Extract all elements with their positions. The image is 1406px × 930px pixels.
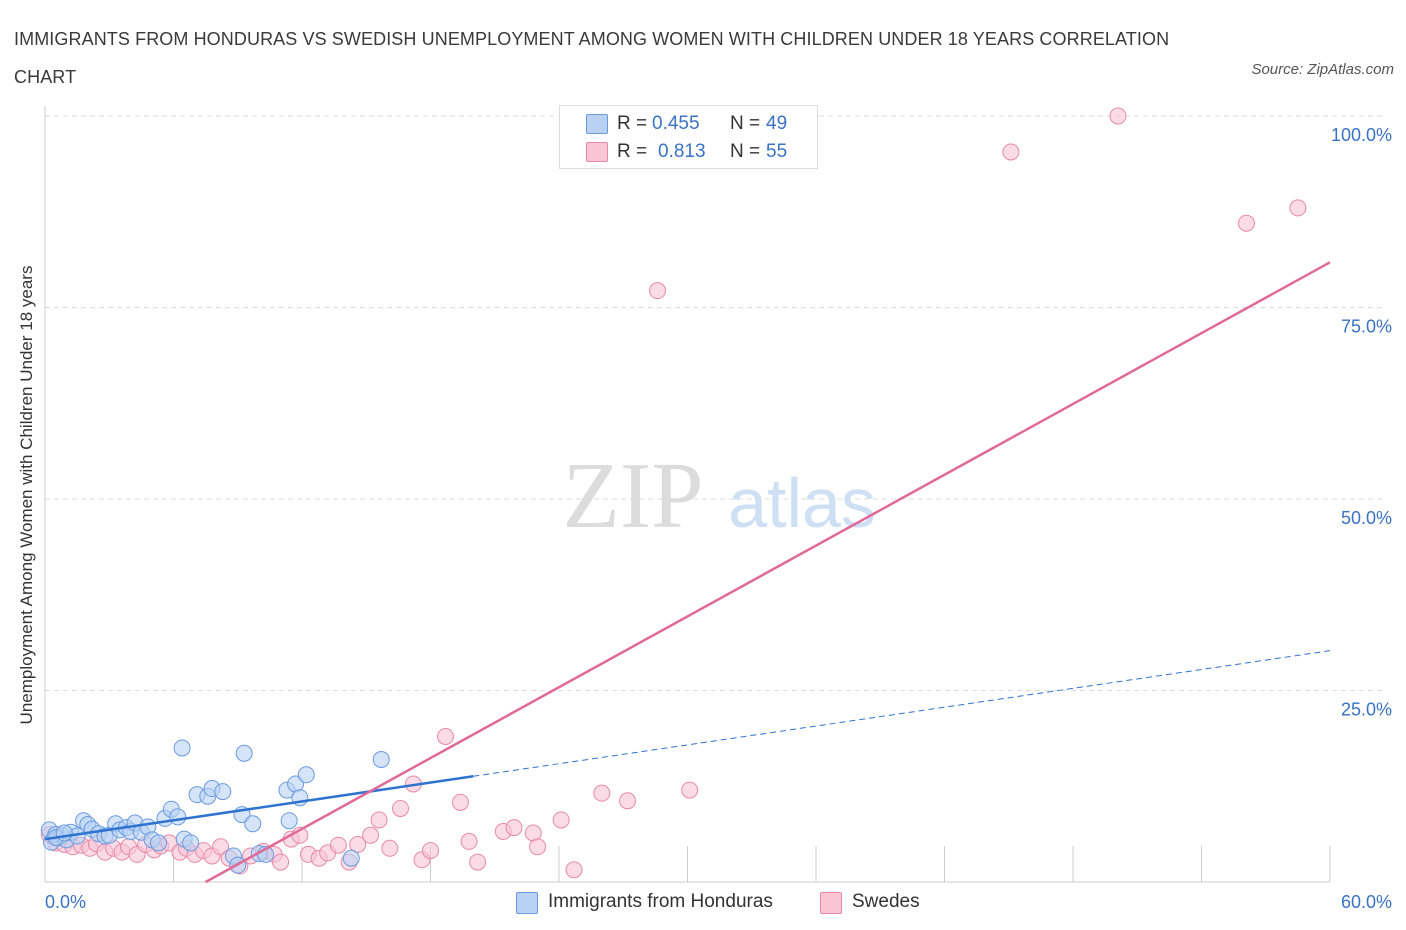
honduras-point: [235, 744, 253, 762]
honduras-point: [372, 750, 390, 768]
honduras-point: [280, 812, 298, 830]
r-label: R =: [617, 141, 648, 162]
swedes-point: [649, 282, 667, 300]
swedes-point: [565, 861, 583, 879]
y-tick-label: 25.0%: [1341, 700, 1392, 720]
swedes-point: [552, 811, 570, 829]
swedes-point: [381, 839, 399, 857]
swedes-point: [362, 826, 380, 844]
legend-swatch-blue: [516, 892, 538, 914]
tick-labels: 25.0% 50.0% 75.0% 100.0% 0.0% 60.0%: [45, 125, 1392, 912]
n-value: 55: [766, 141, 788, 162]
y-tick-label: 100.0%: [1331, 125, 1392, 145]
swedes-trend-line: [205, 261, 1331, 884]
swedes-point: [422, 842, 439, 860]
correlation-legend: R = 0.455 N = 49 R = 0.813 N = 55: [559, 105, 818, 169]
legend-swatch-pink: [586, 142, 608, 162]
honduras-point: [214, 783, 232, 801]
swedes-point: [436, 727, 454, 745]
swedes-point: [460, 832, 478, 850]
swedes-point: [593, 784, 611, 802]
honduras-points: [40, 739, 390, 874]
trend-lines: [44, 261, 1331, 884]
swedes-point: [681, 781, 699, 799]
swedes-point: [1002, 143, 1020, 161]
honduras-point: [297, 766, 315, 784]
swedes-point: [1289, 199, 1307, 217]
honduras-point: [150, 834, 168, 852]
swedes-point: [529, 838, 547, 856]
chart-title: IMMIGRANTS FROM HONDURAS VS SWEDISH UNEM…: [14, 29, 1170, 87]
swedes-point: [451, 793, 469, 811]
swedes-point: [212, 838, 230, 856]
watermark: ZIP atlas: [563, 444, 876, 548]
legend-label: Swedes: [852, 891, 920, 912]
swedes-point: [370, 811, 388, 829]
honduras-point: [173, 739, 191, 757]
gridlines: [45, 115, 1385, 691]
n-label: N =: [730, 113, 761, 134]
honduras-trend-line: [44, 775, 474, 841]
honduras-point: [169, 808, 187, 826]
swedes-point: [1109, 107, 1127, 125]
source-credit: Source: ZipAtlas.com: [1251, 61, 1394, 78]
honduras-point: [55, 824, 73, 842]
swedes-point: [329, 836, 347, 854]
x-tick-label: 60.0%: [1341, 892, 1392, 912]
r-value: 0.455: [652, 113, 700, 134]
watermark-atlas: atlas: [728, 464, 876, 542]
swedes-point: [349, 835, 367, 853]
y-tick-label: 50.0%: [1341, 508, 1392, 528]
legend-swatch-pink: [820, 892, 842, 914]
n-value: 49: [766, 113, 788, 134]
swedes-point: [1237, 214, 1255, 232]
n-label: N =: [730, 141, 761, 162]
legend-swatch-blue: [586, 114, 608, 134]
honduras-point: [342, 849, 360, 867]
swedes-point: [505, 819, 523, 837]
swedes-point: [272, 853, 290, 871]
r-value: 0.813: [658, 141, 706, 162]
y-tick-label: 75.0%: [1341, 317, 1392, 337]
watermark-zip: ZIP: [563, 444, 704, 548]
honduras-point: [182, 834, 200, 852]
honduras-point: [244, 815, 262, 833]
swedes-point: [619, 792, 637, 810]
honduras-trend-extension: [473, 650, 1331, 777]
r-label: R =: [617, 113, 648, 134]
swedes-point: [392, 799, 410, 817]
x-tick-label: 0.0%: [45, 892, 86, 912]
legend-label: Immigrants from Honduras: [548, 891, 773, 912]
swedes-point: [469, 853, 487, 871]
